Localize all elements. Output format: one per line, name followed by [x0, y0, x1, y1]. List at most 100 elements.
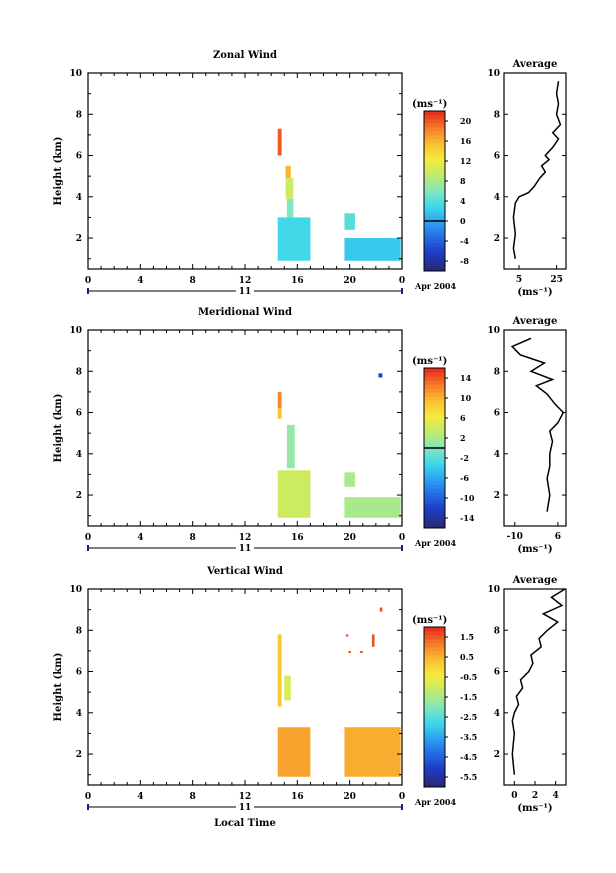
colorbar-segment [424, 508, 445, 513]
colorbar-segment [424, 635, 445, 640]
colorbar-segment [424, 444, 445, 449]
colorbar-segment [424, 211, 445, 216]
data-cell [345, 634, 349, 637]
colorbar-segment [424, 179, 445, 184]
data-cell [379, 607, 383, 612]
profile-frame [503, 329, 567, 527]
y-tick-label: 8 [76, 367, 82, 377]
colorbar-segment [424, 759, 445, 764]
colorbar-label: 8 [460, 176, 466, 186]
colorbar-label: -4.5 [460, 752, 477, 762]
colorbar-segment [424, 763, 445, 768]
colorbar-segment [424, 691, 445, 696]
colorbar-segment [424, 488, 445, 493]
colorbar-segment [424, 428, 445, 433]
colorbar-segment [424, 424, 445, 429]
colorbar-segment [424, 167, 445, 172]
y-tick-label: 2 [76, 491, 82, 501]
colorbar-segment [424, 147, 445, 152]
colorbar-label: -4 [460, 236, 469, 246]
colorbar-segment [424, 651, 445, 656]
data-cell [277, 634, 282, 707]
colorbar-segment [424, 643, 445, 648]
y-tick-label: 10 [69, 326, 82, 336]
colorbar-segment [424, 203, 445, 208]
colorbar-segment [424, 675, 445, 680]
colorbar-segment [424, 476, 445, 481]
profile-title: Average [512, 316, 558, 327]
profile-line [510, 337, 565, 512]
colorbar-segment [424, 195, 445, 200]
colorbar-label: 6 [460, 413, 466, 423]
colorbar-segment [424, 223, 445, 228]
colorbar-segment [424, 771, 445, 776]
x-tick-label: 8 [190, 792, 196, 802]
colorbar-label: 14 [460, 373, 472, 383]
colorbar-segment [424, 183, 445, 188]
profile-y-tick-label: 4 [494, 193, 500, 203]
profile-y-tick-label: 10 [487, 326, 500, 336]
data-cell [277, 470, 311, 518]
x-tick-label: 12 [239, 792, 252, 802]
colorbar-segment [424, 187, 445, 192]
y-tick-label: 6 [76, 152, 82, 162]
colorbar-frame [423, 626, 446, 788]
colorbar-segment [424, 408, 445, 413]
colorbar-segment [424, 215, 445, 220]
x-tick-label: 4 [137, 792, 143, 802]
colorbar-segment [424, 159, 445, 164]
colorbar-segment [424, 376, 445, 381]
colorbar-segment [424, 639, 445, 644]
colorbar-segment [424, 191, 445, 196]
data-cell [285, 178, 294, 199]
profile-x-tick-label: 6 [555, 532, 561, 542]
profile-x-tick-label: 5 [516, 275, 522, 285]
date-label: 11 [239, 544, 252, 554]
colorbar-label: 12 [460, 156, 471, 166]
colorbar-segment [424, 139, 445, 144]
colorbar-segment [424, 707, 445, 712]
profile-unit: (ms⁻¹) [517, 544, 552, 555]
profile-x-tick-label: 2 [532, 791, 538, 801]
profile-x-tick-label: 25 [550, 275, 563, 285]
colorbar-segment [424, 679, 445, 684]
profile-x-tick-label: 4 [553, 791, 559, 801]
colorbar-label: -2 [460, 453, 469, 463]
colorbar-segment [424, 683, 445, 688]
profile-y-tick-label: 4 [494, 450, 500, 460]
colorbar-segment [424, 448, 445, 453]
colorbar-label: 20 [460, 116, 472, 126]
colorbar-segment [424, 436, 445, 441]
panel-title: Vertical Wind [206, 566, 283, 577]
y-tick-label: 8 [76, 626, 82, 636]
profile-line [512, 81, 562, 259]
x-tick-label: 20 [343, 792, 356, 802]
y-tick-label: 10 [69, 585, 82, 595]
colorbar-segment [424, 743, 445, 748]
colorbar-segment [424, 235, 445, 240]
profile-line [511, 588, 566, 775]
profile-frame [503, 588, 567, 786]
data-cell [286, 424, 295, 469]
profile-y-tick-label: 2 [494, 234, 500, 244]
colorbar-label: -1.5 [460, 692, 477, 702]
data-cell [344, 238, 401, 261]
date-label-bg [236, 542, 254, 552]
colorbar-label: -10 [460, 493, 475, 503]
profile-y-tick-label: 6 [494, 409, 500, 419]
colorbar-label: 2 [460, 433, 466, 443]
colorbar-segment [424, 239, 445, 244]
colorbar-segment [424, 440, 445, 445]
colorbar-label: -8 [460, 256, 469, 266]
colorbar-segment [424, 171, 445, 176]
colorbar-segment [424, 783, 445, 788]
y-tick-label: 2 [76, 234, 82, 244]
data-cell [285, 165, 291, 179]
colorbar-label: -0.5 [460, 672, 477, 682]
data-cell [344, 213, 355, 230]
colorbar-segment [424, 647, 445, 652]
panel-title: Zonal Wind [213, 50, 277, 61]
colorbar-segment [424, 456, 445, 461]
data-cell [277, 408, 282, 419]
colorbar-segment [424, 663, 445, 668]
